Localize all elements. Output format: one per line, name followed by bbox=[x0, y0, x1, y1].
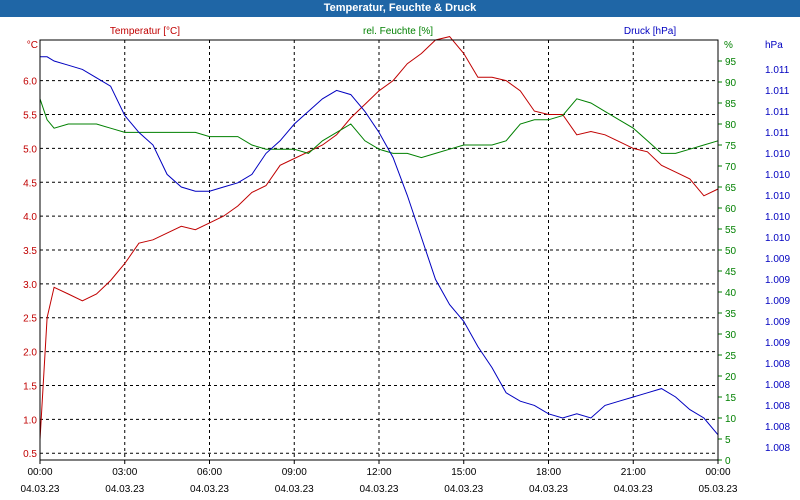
humidity-tick-label: 95 bbox=[725, 57, 737, 68]
x-date-label: 04.03.23 bbox=[614, 484, 653, 495]
pressure-tick-label: 1.008 bbox=[765, 359, 790, 370]
x-time-label: 00:00 bbox=[27, 467, 52, 478]
humidity-line bbox=[39, 98, 719, 159]
pressure-tick-label: 1.009 bbox=[765, 254, 790, 265]
grid bbox=[39, 40, 722, 464]
pressure-tick-label: 1.010 bbox=[765, 233, 790, 244]
window-title-bar: Temperatur, Feuchte & Druck bbox=[0, 0, 800, 17]
humidity-tick-label: 75 bbox=[725, 141, 737, 152]
humidity-tick-label: 5 bbox=[725, 435, 731, 446]
temperature-tick-label: 5.5 bbox=[23, 111, 37, 122]
pressure-tick-label: 1.011 bbox=[765, 128, 790, 139]
pressure-tick-label: 1.009 bbox=[765, 317, 790, 328]
temperature-tick-label: 4.5 bbox=[23, 178, 37, 189]
axis-labels: 00:00 04.03.23 03:00 04.03.23 06:00 04.03.23 0… bbox=[21, 57, 791, 495]
humidity-tick-label: 40 bbox=[725, 288, 737, 299]
pressure-tick-label: 1.010 bbox=[765, 149, 790, 160]
temperature-series-label: Temperatur [°C] bbox=[110, 26, 180, 37]
pressure-tick-label: 1.009 bbox=[765, 275, 790, 286]
x-date-label: 05.03.23 bbox=[699, 484, 738, 495]
x-date-label: 04.03.23 bbox=[360, 484, 399, 495]
temperature-tick-label: 3.0 bbox=[23, 280, 37, 291]
pressure-tick-label: 1.008 bbox=[765, 422, 790, 433]
humidity-tick-label: 20 bbox=[725, 372, 737, 383]
pressure-tick-label: 1.009 bbox=[765, 338, 790, 349]
x-time-label: 03:00 bbox=[112, 467, 137, 478]
temperature-tick-label: 0.5 bbox=[23, 449, 37, 460]
window-title: Temperatur, Feuchte & Druck bbox=[323, 2, 477, 14]
temperature-tick-label: 1.0 bbox=[23, 415, 37, 426]
humidity-tick-label: 10 bbox=[725, 414, 737, 425]
x-time-label: 15:00 bbox=[451, 467, 476, 478]
x-time-label: 21:00 bbox=[621, 467, 646, 478]
temperature-tick-label: 2.5 bbox=[23, 314, 37, 325]
pressure-line bbox=[40, 56, 719, 436]
humidity-tick-label: 35 bbox=[725, 309, 737, 320]
x-date-label: 04.03.23 bbox=[21, 484, 60, 495]
pressure-series-label: Druck [hPa] bbox=[624, 26, 676, 37]
plot-area-border bbox=[39, 39, 719, 461]
temperature-unit-label: °C bbox=[27, 40, 38, 51]
x-time-label: 09:00 bbox=[282, 467, 307, 478]
humidity-tick-label: 15 bbox=[725, 393, 737, 404]
humidity-tick-label: 55 bbox=[725, 225, 737, 236]
x-date-label: 04.03.23 bbox=[444, 484, 483, 495]
pressure-tick-label: 1.011 bbox=[765, 86, 790, 97]
humidity-tick-label: 45 bbox=[725, 267, 737, 278]
x-time-label: 00:00 bbox=[705, 467, 730, 478]
temperature-tick-label: 4.0 bbox=[23, 212, 37, 223]
humidity-tick-label: 0 bbox=[725, 456, 731, 467]
humidity-tick-label: 60 bbox=[725, 204, 737, 215]
humidity-tick-label: 85 bbox=[725, 99, 737, 110]
x-date-label: 04.03.23 bbox=[529, 484, 568, 495]
pressure-tick-label: 1.010 bbox=[765, 212, 790, 223]
temperature-tick-label: 1.5 bbox=[23, 381, 37, 392]
x-date-label: 04.03.23 bbox=[105, 484, 144, 495]
x-date-label: 04.03.23 bbox=[190, 484, 229, 495]
x-time-label: 18:00 bbox=[536, 467, 561, 478]
pressure-tick-label: 1.011 bbox=[765, 107, 790, 118]
pressure-tick-label: 1.008 bbox=[765, 401, 790, 412]
x-date-label: 04.03.23 bbox=[275, 484, 314, 495]
temperature-tick-label: 5.0 bbox=[23, 144, 37, 155]
humidity-tick-label: 25 bbox=[725, 351, 737, 362]
series-layer bbox=[39, 36, 719, 440]
temperature-line bbox=[39, 36, 719, 440]
humidity-tick-label: 30 bbox=[725, 330, 737, 341]
humidity-series-label: rel. Feuchte [%] bbox=[363, 26, 433, 37]
x-time-label: 06:00 bbox=[197, 467, 222, 478]
temperature-tick-label: 2.0 bbox=[23, 348, 37, 359]
pressure-tick-label: 1.010 bbox=[765, 170, 790, 181]
x-time-label: 12:00 bbox=[366, 467, 391, 478]
humidity-tick-label: 70 bbox=[725, 162, 737, 173]
pressure-tick-label: 1.009 bbox=[765, 296, 790, 307]
humidity-unit-label: % bbox=[724, 40, 733, 51]
humidity-tick-label: 80 bbox=[725, 120, 737, 131]
temperature-tick-label: 3.5 bbox=[23, 246, 37, 257]
pressure-tick-label: 1.011 bbox=[765, 65, 790, 76]
humidity-tick-label: 50 bbox=[725, 246, 737, 257]
humidity-tick-label: 90 bbox=[725, 78, 737, 89]
pressure-tick-label: 1.008 bbox=[765, 380, 790, 391]
temperature-tick-label: 6.0 bbox=[23, 77, 37, 88]
humidity-tick-label: 65 bbox=[725, 183, 737, 194]
pressure-unit-label: hPa bbox=[765, 40, 783, 51]
pressure-tick-label: 1.008 bbox=[765, 443, 790, 454]
pressure-tick-label: 1.010 bbox=[765, 191, 790, 202]
